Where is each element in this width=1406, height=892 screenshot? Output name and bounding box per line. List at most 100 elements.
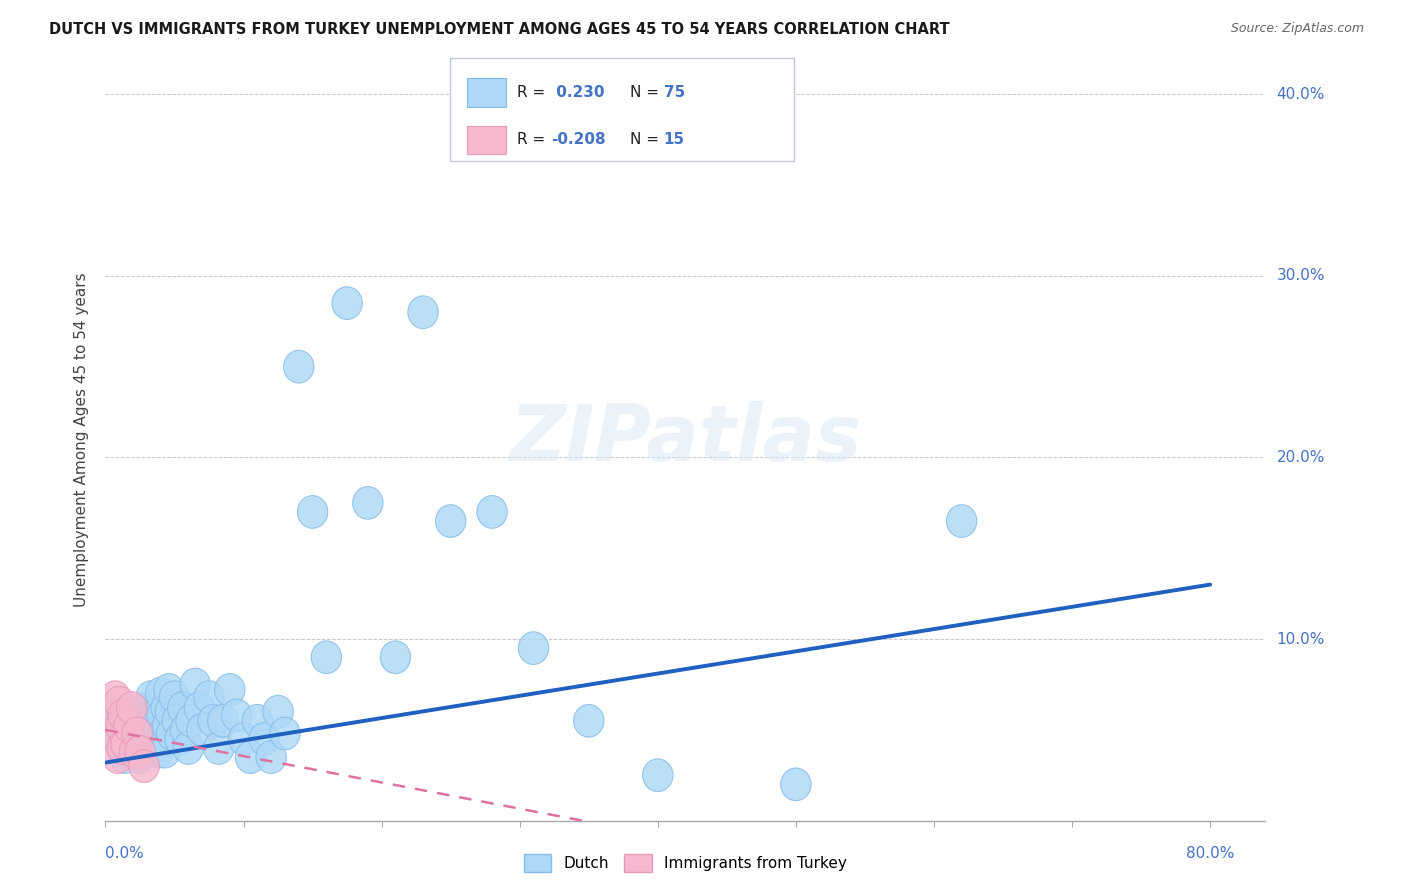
Ellipse shape [284, 351, 314, 383]
Ellipse shape [110, 740, 141, 773]
Ellipse shape [222, 699, 252, 731]
Ellipse shape [353, 486, 382, 519]
Text: 0.0%: 0.0% [105, 846, 145, 861]
Ellipse shape [176, 705, 207, 737]
Text: DUTCH VS IMMIGRANTS FROM TURKEY UNEMPLOYMENT AMONG AGES 45 TO 54 YEARS CORRELATI: DUTCH VS IMMIGRANTS FROM TURKEY UNEMPLOY… [49, 22, 950, 37]
Ellipse shape [143, 735, 173, 768]
Ellipse shape [107, 731, 138, 764]
Text: 75: 75 [664, 85, 685, 100]
Ellipse shape [159, 681, 190, 714]
Y-axis label: Unemployment Among Ages 45 to 54 years: Unemployment Among Ages 45 to 54 years [75, 272, 90, 607]
Ellipse shape [139, 723, 169, 756]
Ellipse shape [780, 768, 811, 801]
Ellipse shape [173, 731, 204, 764]
Ellipse shape [180, 668, 211, 701]
Ellipse shape [120, 717, 149, 750]
Ellipse shape [408, 296, 439, 328]
Ellipse shape [127, 731, 156, 764]
Text: 30.0%: 30.0% [1277, 268, 1324, 284]
Ellipse shape [107, 705, 138, 737]
Ellipse shape [270, 717, 299, 750]
Ellipse shape [145, 677, 176, 710]
Ellipse shape [332, 287, 363, 319]
Ellipse shape [141, 699, 170, 731]
Ellipse shape [167, 691, 198, 724]
Ellipse shape [136, 681, 166, 714]
Ellipse shape [198, 705, 228, 737]
Text: 10.0%: 10.0% [1277, 632, 1324, 647]
Legend: Dutch, Immigrants from Turkey: Dutch, Immigrants from Turkey [517, 848, 853, 878]
Text: 0.230: 0.230 [551, 85, 605, 100]
Ellipse shape [235, 740, 266, 773]
Text: N =: N = [630, 85, 664, 100]
Ellipse shape [117, 726, 146, 759]
Ellipse shape [242, 705, 273, 737]
Ellipse shape [156, 717, 187, 750]
Text: R =: R = [517, 85, 551, 100]
Text: -0.208: -0.208 [551, 132, 606, 147]
Ellipse shape [135, 728, 165, 761]
Ellipse shape [311, 640, 342, 673]
Ellipse shape [108, 731, 139, 764]
Text: 80.0%: 80.0% [1187, 846, 1234, 861]
Ellipse shape [97, 696, 128, 728]
Ellipse shape [228, 723, 259, 756]
Ellipse shape [115, 710, 145, 742]
Ellipse shape [204, 731, 233, 764]
Ellipse shape [104, 723, 135, 756]
Ellipse shape [138, 705, 167, 737]
Ellipse shape [124, 740, 153, 773]
Ellipse shape [184, 691, 215, 724]
Ellipse shape [194, 681, 224, 714]
Ellipse shape [114, 728, 145, 761]
Ellipse shape [256, 740, 287, 773]
Ellipse shape [112, 735, 143, 768]
Ellipse shape [125, 714, 155, 747]
Ellipse shape [643, 759, 673, 791]
Ellipse shape [118, 699, 148, 731]
Ellipse shape [105, 710, 136, 742]
Text: Source: ZipAtlas.com: Source: ZipAtlas.com [1230, 22, 1364, 36]
Ellipse shape [128, 735, 157, 768]
Ellipse shape [121, 705, 150, 737]
Ellipse shape [436, 505, 465, 537]
Ellipse shape [117, 691, 146, 724]
Ellipse shape [125, 735, 155, 768]
Ellipse shape [108, 699, 139, 731]
Text: N =: N = [630, 132, 664, 147]
Ellipse shape [122, 723, 152, 756]
Ellipse shape [155, 696, 186, 728]
Ellipse shape [215, 673, 245, 706]
Ellipse shape [111, 728, 142, 761]
Ellipse shape [103, 740, 134, 773]
Ellipse shape [104, 686, 135, 719]
Ellipse shape [162, 705, 193, 737]
Ellipse shape [148, 717, 179, 750]
Ellipse shape [263, 696, 294, 728]
Ellipse shape [97, 699, 128, 731]
Text: 15: 15 [664, 132, 685, 147]
Ellipse shape [142, 717, 172, 750]
Ellipse shape [129, 750, 159, 782]
Ellipse shape [129, 705, 159, 737]
Ellipse shape [100, 681, 131, 714]
Ellipse shape [146, 699, 177, 731]
Ellipse shape [101, 723, 132, 756]
Ellipse shape [170, 714, 201, 747]
Ellipse shape [574, 705, 605, 737]
Ellipse shape [101, 714, 132, 747]
Ellipse shape [519, 632, 548, 665]
Ellipse shape [249, 723, 280, 756]
Ellipse shape [380, 640, 411, 673]
Ellipse shape [132, 691, 162, 724]
Ellipse shape [111, 717, 142, 750]
Ellipse shape [134, 710, 163, 742]
Ellipse shape [150, 691, 181, 724]
Text: R =: R = [517, 132, 551, 147]
Ellipse shape [477, 496, 508, 528]
Text: ZIPatlas: ZIPatlas [509, 401, 862, 477]
Ellipse shape [165, 723, 195, 756]
Ellipse shape [149, 735, 180, 768]
Ellipse shape [153, 673, 184, 706]
Ellipse shape [120, 735, 149, 768]
